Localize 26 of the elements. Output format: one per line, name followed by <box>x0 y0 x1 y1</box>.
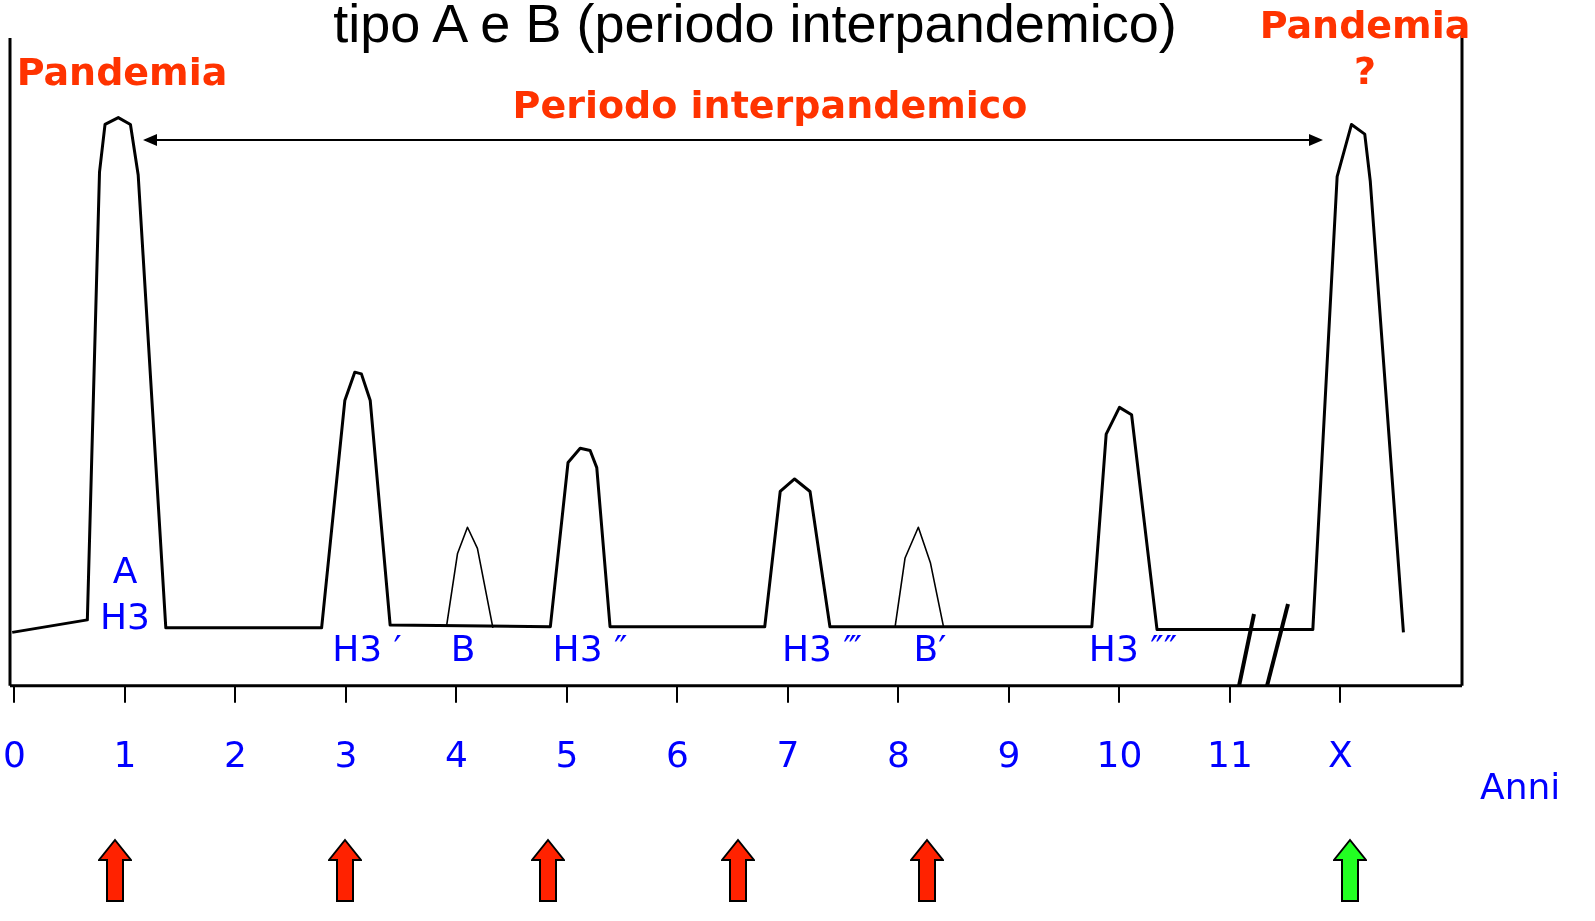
x-tick-label: 1 <box>113 733 137 775</box>
x-tick-label: 5 <box>555 733 579 775</box>
annotation: H3 ‴ <box>781 628 863 670</box>
annotation: H3 ″ <box>552 628 628 670</box>
x-tick-label: X <box>1328 733 1353 775</box>
x-tick-label: 7 <box>776 733 800 775</box>
x-tick-label: 10 <box>1096 733 1143 775</box>
x-axis-title: Anni <box>1480 766 1561 808</box>
x-tick-label: 9 <box>997 733 1021 775</box>
annotation: H3 ″″ <box>1088 628 1178 670</box>
text: Pandemia ? <box>1259 2 1471 93</box>
x-tick-label: 3 <box>334 733 358 775</box>
x-tick-label: 0 <box>2 733 26 775</box>
annotation: B <box>450 628 476 670</box>
text: Pandemia <box>16 49 228 94</box>
x-tick-label: 6 <box>665 733 689 775</box>
annotation: H3 ′ <box>332 628 402 670</box>
annotation: A <box>112 550 138 592</box>
x-tick-label: 8 <box>886 733 910 775</box>
x-tick-label: 2 <box>223 733 247 775</box>
chart-title: tipo A e B (periodo interpandemico) <box>333 0 1177 53</box>
annotation: H3 <box>100 596 150 638</box>
x-tick-label: 11 <box>1207 733 1253 775</box>
annotation: B′ <box>913 628 947 670</box>
x-tick-label: 4 <box>444 733 468 775</box>
annotation: Periodo interpandemico <box>512 82 1028 127</box>
